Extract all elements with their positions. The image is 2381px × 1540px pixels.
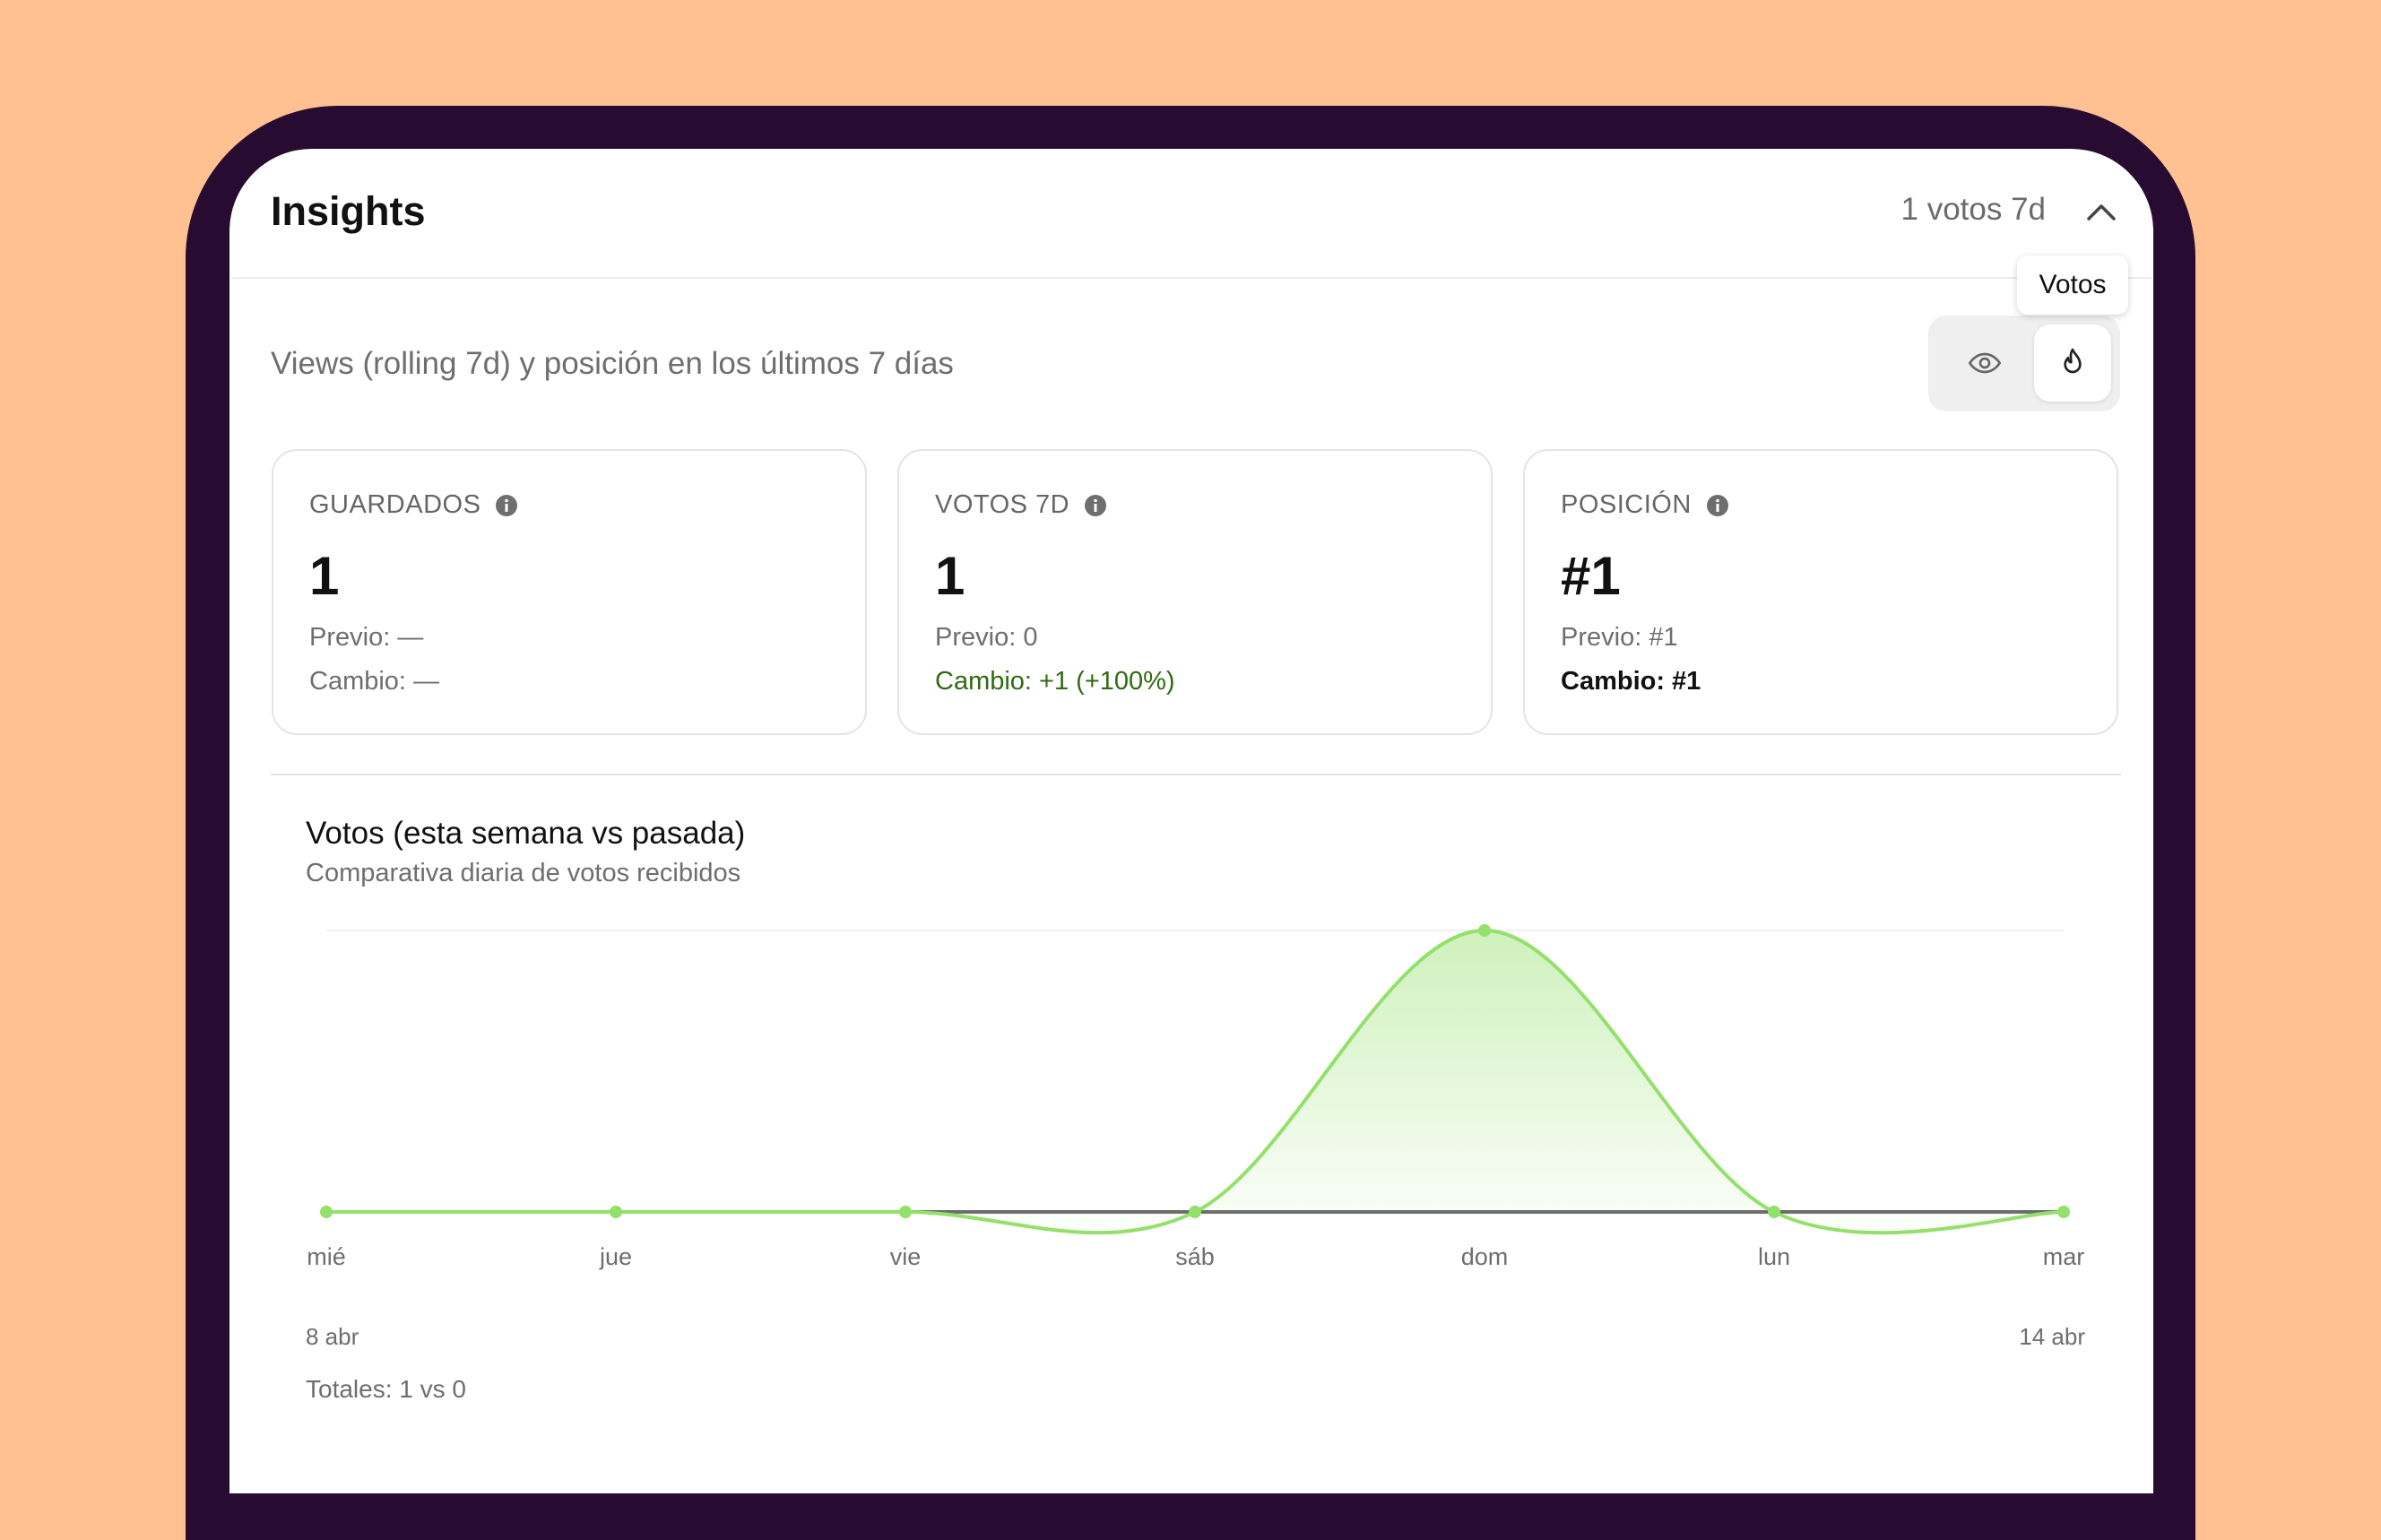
panel-title: Insights bbox=[271, 188, 426, 234]
votes-button[interactable] bbox=[2034, 324, 2111, 402]
card-label-row: VOTOS 7D bbox=[935, 490, 1107, 520]
card-change: Cambio: #1 bbox=[1561, 667, 1701, 696]
x-tick-label: mié bbox=[307, 1243, 346, 1270]
info-icon[interactable] bbox=[1706, 494, 1729, 517]
x-tick-label: vie bbox=[890, 1243, 922, 1270]
views-button[interactable] bbox=[1946, 324, 2023, 402]
card-value: #1 bbox=[1561, 546, 1621, 606]
card-label-row: POSICIÓN bbox=[1561, 490, 1729, 520]
card-previous: Previo: #1 bbox=[1561, 623, 1678, 652]
x-tick-label: mar bbox=[2043, 1243, 2085, 1270]
point bbox=[1189, 1206, 1201, 1218]
divider bbox=[231, 277, 2152, 279]
summary: 1 votos 7d bbox=[1900, 192, 2047, 227]
totals: Totales: 1 vs 0 bbox=[306, 1375, 466, 1403]
card-value: 1 bbox=[309, 546, 340, 606]
date-start: 8 abr bbox=[306, 1323, 359, 1350]
flame-icon bbox=[2064, 348, 2082, 374]
view-toggle bbox=[1928, 316, 2120, 411]
collapse-button[interactable] bbox=[2085, 195, 2117, 228]
x-tick-label: sáb bbox=[1175, 1243, 1215, 1270]
line bbox=[325, 928, 2065, 1235]
chart: mié jue vie sáb dom lun mar bbox=[307, 924, 2085, 1270]
subtitle: Views (rolling 7d) y posición en los últ… bbox=[271, 346, 954, 381]
card-previous: Previo: 0 bbox=[935, 623, 1038, 652]
x-tick-label: dom bbox=[1461, 1243, 1509, 1270]
page: Insights html, body { margin: 0; padding… bbox=[186, 106, 2195, 1540]
tooltip: Votos bbox=[2017, 255, 2128, 315]
point bbox=[1478, 924, 1491, 937]
panel bbox=[229, 149, 2153, 1493]
point bbox=[2057, 1206, 2070, 1218]
stat-card: VOTOS 7D 1 Previo: 0 Cambio: +1 (+100%) bbox=[897, 449, 1493, 735]
card-change: Cambio: +1 (+100%) bbox=[935, 667, 1175, 696]
card-previous: Previo: — bbox=[309, 623, 424, 652]
chart-title: Votos (esta semana vs pasada) bbox=[306, 816, 746, 851]
body: {"header": {"title": "Insights", "summar… bbox=[186, 106, 2195, 1540]
point bbox=[320, 1206, 333, 1218]
point bbox=[1768, 1206, 1780, 1218]
date-end: 14 abr bbox=[2019, 1323, 2085, 1350]
area bbox=[326, 930, 2064, 1233]
x-tick-label: jue bbox=[599, 1243, 632, 1270]
info-icon[interactable] bbox=[495, 494, 518, 517]
divider bbox=[271, 774, 2121, 775]
card-label-row: GUARDADOS bbox=[309, 490, 518, 520]
eye-icon bbox=[1968, 352, 2002, 374]
point bbox=[899, 1206, 912, 1218]
stat-card: POSICIÓN #1 Previo: #1 Cambio: #1 bbox=[1523, 449, 2118, 735]
card-label: VOTOS 7D bbox=[935, 490, 1070, 519]
info-icon[interactable] bbox=[1084, 494, 1107, 517]
card-label: GUARDADOS bbox=[309, 490, 481, 519]
chart-subtitle: Comparativa diaria de votos recibidos bbox=[306, 859, 741, 887]
card-label: POSICIÓN bbox=[1561, 490, 1692, 519]
x-tick-label: lun bbox=[1758, 1243, 1790, 1270]
point bbox=[610, 1206, 622, 1218]
card-change: Cambio: — bbox=[309, 667, 440, 696]
card-value: 1 bbox=[935, 546, 965, 606]
stat-card: GUARDADOS 1 Previo: — Cambio: — bbox=[272, 449, 867, 735]
